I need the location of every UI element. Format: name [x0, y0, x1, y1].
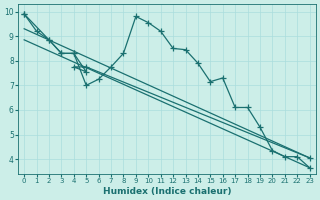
- X-axis label: Humidex (Indice chaleur): Humidex (Indice chaleur): [103, 187, 231, 196]
